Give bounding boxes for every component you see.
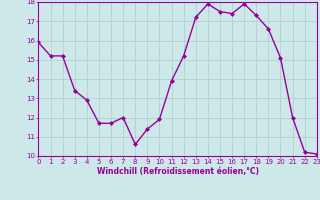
X-axis label: Windchill (Refroidissement éolien,°C): Windchill (Refroidissement éolien,°C) [97, 167, 259, 176]
